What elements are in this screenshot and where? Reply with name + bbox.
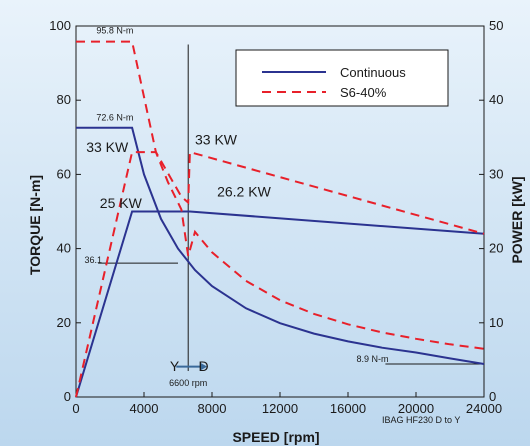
x-tick-label: 20000 [398, 401, 434, 416]
y2-tick-label: 30 [489, 166, 503, 181]
x-axis-title: SPEED [rpm] [232, 429, 319, 445]
y-tick-label: 60 [57, 166, 71, 181]
annotation-label: IBAG HF230 D to Y [382, 415, 460, 425]
x-tick-label: 12000 [262, 401, 298, 416]
y-axis-title: TORQUE [N-m] [27, 175, 43, 275]
y-to-d-arrowhead [200, 362, 208, 371]
y2-tick-label: 20 [489, 241, 503, 256]
annotation-label: 33 KW [195, 132, 238, 148]
y2-axis-title: POWER [kW] [509, 176, 525, 263]
annotation-label: 33 KW [86, 139, 129, 155]
tick-labels: 0 20 40 60 80 100 0 10 20 30 40 50 0 4000 8000 12000 160… [49, 18, 503, 416]
y2-tick-label: 50 [489, 18, 503, 33]
legend-continuous-label: Continuous [340, 65, 406, 80]
y-tick-label: 40 [57, 241, 71, 256]
annotation-label: 36.1 [85, 255, 103, 265]
continuous-power-line [75, 210, 485, 398]
annotations: 95.8 N-m 72.6 N-m 33 KW 25 KW 33 KW 26.2 KW 36… [85, 25, 461, 425]
y2-tick-label: 10 [489, 315, 503, 330]
annotation-label: Y [170, 358, 180, 374]
annotation-label: 8.9 N-m [357, 354, 389, 364]
annotation-label: 25 KW [100, 195, 143, 211]
y-tick-label: 20 [57, 315, 71, 330]
annotation-label: D [198, 358, 208, 374]
s6-torque-line [76, 40, 485, 350]
x-tick-label: 4000 [130, 401, 159, 416]
y2-tick-label: 40 [489, 92, 503, 107]
x-tick-label: 8000 [198, 401, 227, 416]
x-tick-label: 24000 [466, 401, 502, 416]
legend-box [235, 49, 449, 107]
legend: Continuous S6-40% [235, 49, 449, 107]
y-tick-label: 100 [49, 18, 71, 33]
s6-power-line [75, 150, 485, 398]
x-tick-label: 16000 [330, 401, 366, 416]
series-lines [75, 40, 485, 398]
legend-s6-label: S6-40% [340, 85, 387, 100]
y-tick-label: 0 [64, 389, 71, 404]
reference-lines [98, 44, 484, 372]
y-tick-label: 80 [57, 92, 71, 107]
annotation-label: 95.8 N-m [96, 25, 133, 35]
y2-tick-label: 0 [489, 389, 496, 404]
annotation-label: 6600 rpm [169, 378, 207, 388]
continuous-torque-line [76, 126, 485, 365]
annotation-label: 72.6 N-m [96, 113, 133, 123]
annotation-label: 26.2 KW [217, 184, 271, 200]
x-tick-label: 0 [72, 401, 79, 416]
